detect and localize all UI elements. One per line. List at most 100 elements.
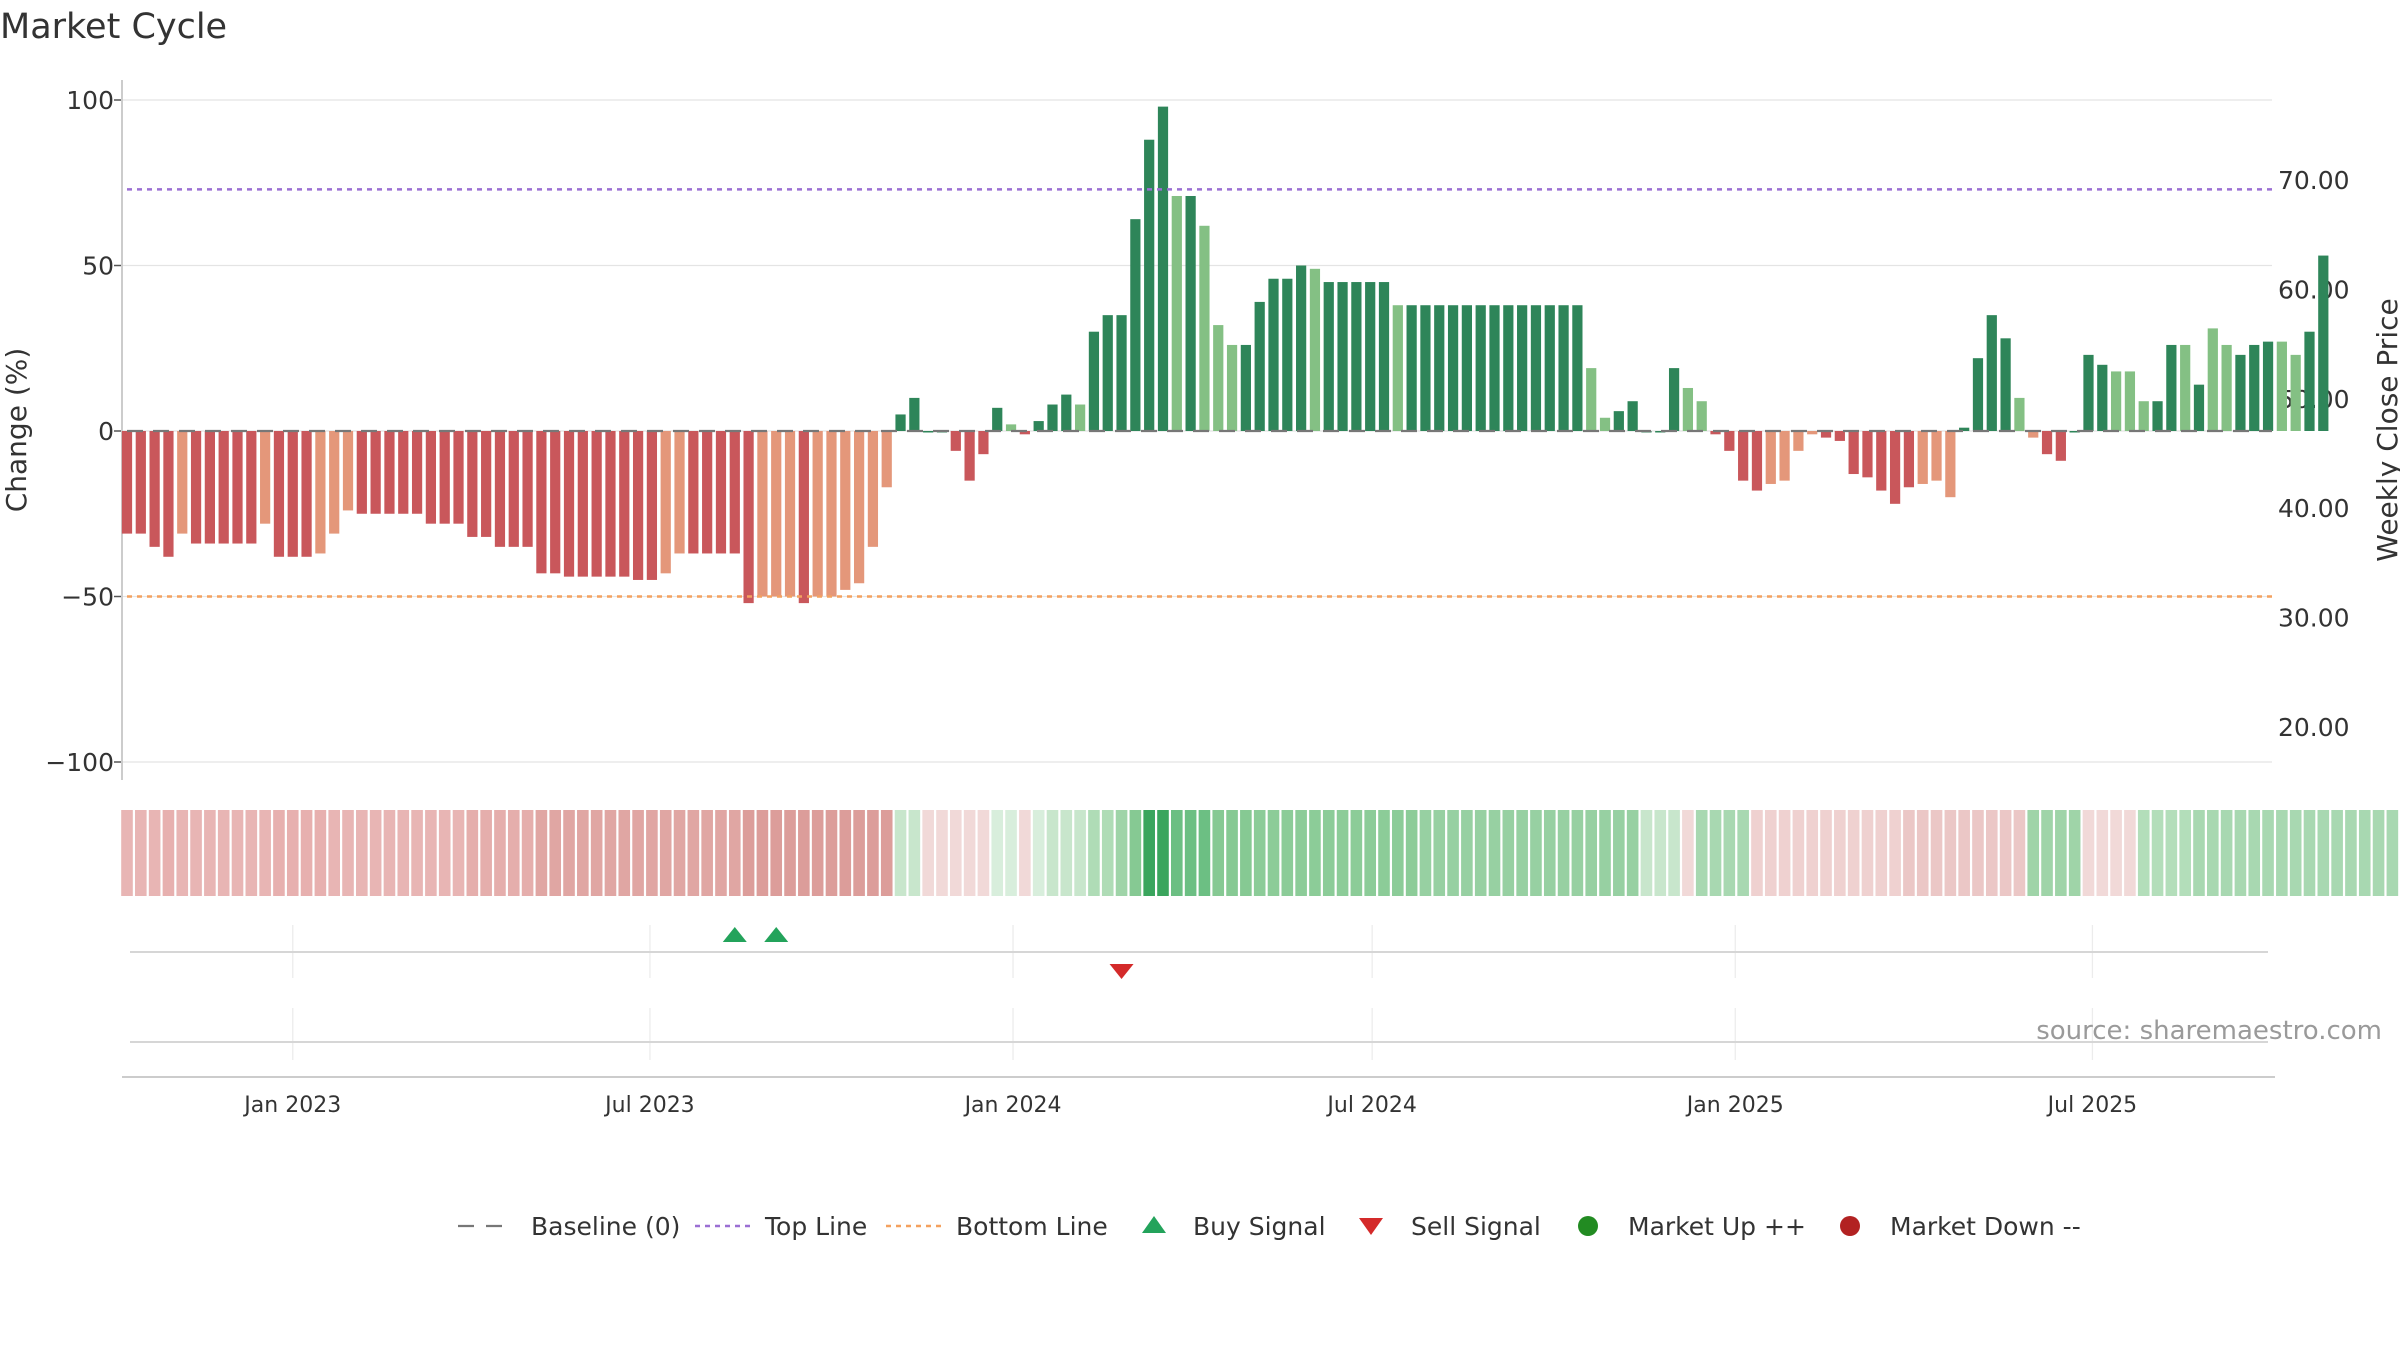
legend-swatch [1359,1218,1383,1235]
strip-cell [1668,810,1680,896]
source-watermark: source: sharemaestro.com [2036,1016,2382,1046]
change-bar [204,431,215,544]
change-bar [1130,219,1141,431]
strip-cell [1530,810,1542,896]
legend-item-mdown: Market Down -- [1840,1212,2081,1241]
change-bar [978,431,989,455]
legend-label: Sell Signal [1411,1212,1541,1241]
change-bar [1351,282,1362,431]
legend-item-mup: Market Up ++ [1578,1212,1806,1241]
change-bar [867,431,879,547]
strip-cell [1378,810,1390,896]
strip-cell [811,810,824,896]
change-bar [315,431,326,554]
strip-cell [121,810,133,896]
change-bar [2110,371,2122,431]
change-bar [812,431,823,597]
change-bar [1765,431,1776,484]
change-bar [1323,282,1334,431]
change-bar [1517,305,1528,431]
change-bar [840,431,851,590]
strip-cell [1309,810,1321,896]
strip-cell [2303,810,2316,896]
change-bar [1420,305,1431,431]
change-bar [1959,427,1970,431]
change-bar [964,431,975,481]
change-bar [1876,431,1887,491]
strip-cell [659,810,672,896]
strip-cell [1267,810,1280,896]
y-tick-label: 0 [98,417,114,446]
chart-title: Market Cycle [0,7,227,47]
change-bar [1696,401,1707,431]
change-bar [1033,421,1044,431]
strip-cell [397,810,410,896]
change-bar [1986,315,1997,431]
change-bar [1406,305,1417,431]
change-bar [1834,431,1845,441]
change-bar [619,431,630,577]
strip-cell [1847,810,1860,896]
strip-cell [2345,810,2357,896]
change-bar [287,431,298,557]
strip-cell [894,810,907,896]
x-tick-label: Jan 2025 [1685,1093,1784,1118]
strip-cell [646,810,658,896]
strip-cell [148,810,161,896]
strip-cell [853,810,865,896]
change-bar [1820,431,1832,438]
change-bar [1779,431,1790,481]
change-bar [536,431,547,574]
legend-label: Market Up ++ [1628,1212,1806,1241]
strip-cell [1585,810,1598,896]
strip-cell [922,810,934,896]
strip-cell [1792,810,1805,896]
change-bar [1613,411,1624,431]
strip-cell [2248,810,2261,896]
change-bar [2290,354,2301,431]
strip-cell [1474,810,1487,896]
strip-cell [577,810,589,896]
strip-cell [452,810,465,896]
change-bars [121,106,2329,604]
strip-cell [977,810,990,896]
y2-tick-label: 60.00 [2278,275,2350,304]
strip-cell [1171,810,1183,896]
change-bar [1724,431,1735,451]
strip-cell [356,810,368,896]
change-bar [190,431,202,544]
change-bar [1572,305,1583,431]
change-bar [1903,431,1915,488]
strip-cell [1599,810,1611,896]
change-bar [2028,431,2039,438]
strip-cell [1253,810,1266,896]
strip-cell [1764,810,1777,896]
cycle-color-strip [121,810,2399,896]
strip-cell [162,810,175,896]
strip-cell [1972,810,1984,896]
strip-cell [1861,810,1874,896]
legend-item-sell: Sell Signal [1359,1212,1541,1241]
change-bar [1088,331,1100,431]
strip-cell [1488,810,1501,896]
strip-cell [1046,810,1059,896]
y2-axis-label: Weekly Close Price [2371,298,2400,561]
change-bar [632,431,644,580]
strip-cell [1364,810,1376,896]
legend-label: Baseline (0) [531,1212,680,1241]
strip-cell [618,810,631,896]
change-bar [1019,431,1030,435]
strip-cell [1336,810,1349,896]
change-bar [1254,301,1265,431]
strip-cell [867,810,879,896]
strip-cell [1999,810,2012,896]
strip-cell [1115,810,1128,896]
strip-cell [1060,810,1073,896]
strip-cell [1143,810,1155,896]
change-bar [1296,265,1307,431]
strip-cell [1461,810,1473,896]
strip-cell [1820,810,1832,896]
legend-swatch [1578,1216,1598,1236]
strip-cell [1751,810,1763,896]
strip-cell [1088,810,1100,896]
